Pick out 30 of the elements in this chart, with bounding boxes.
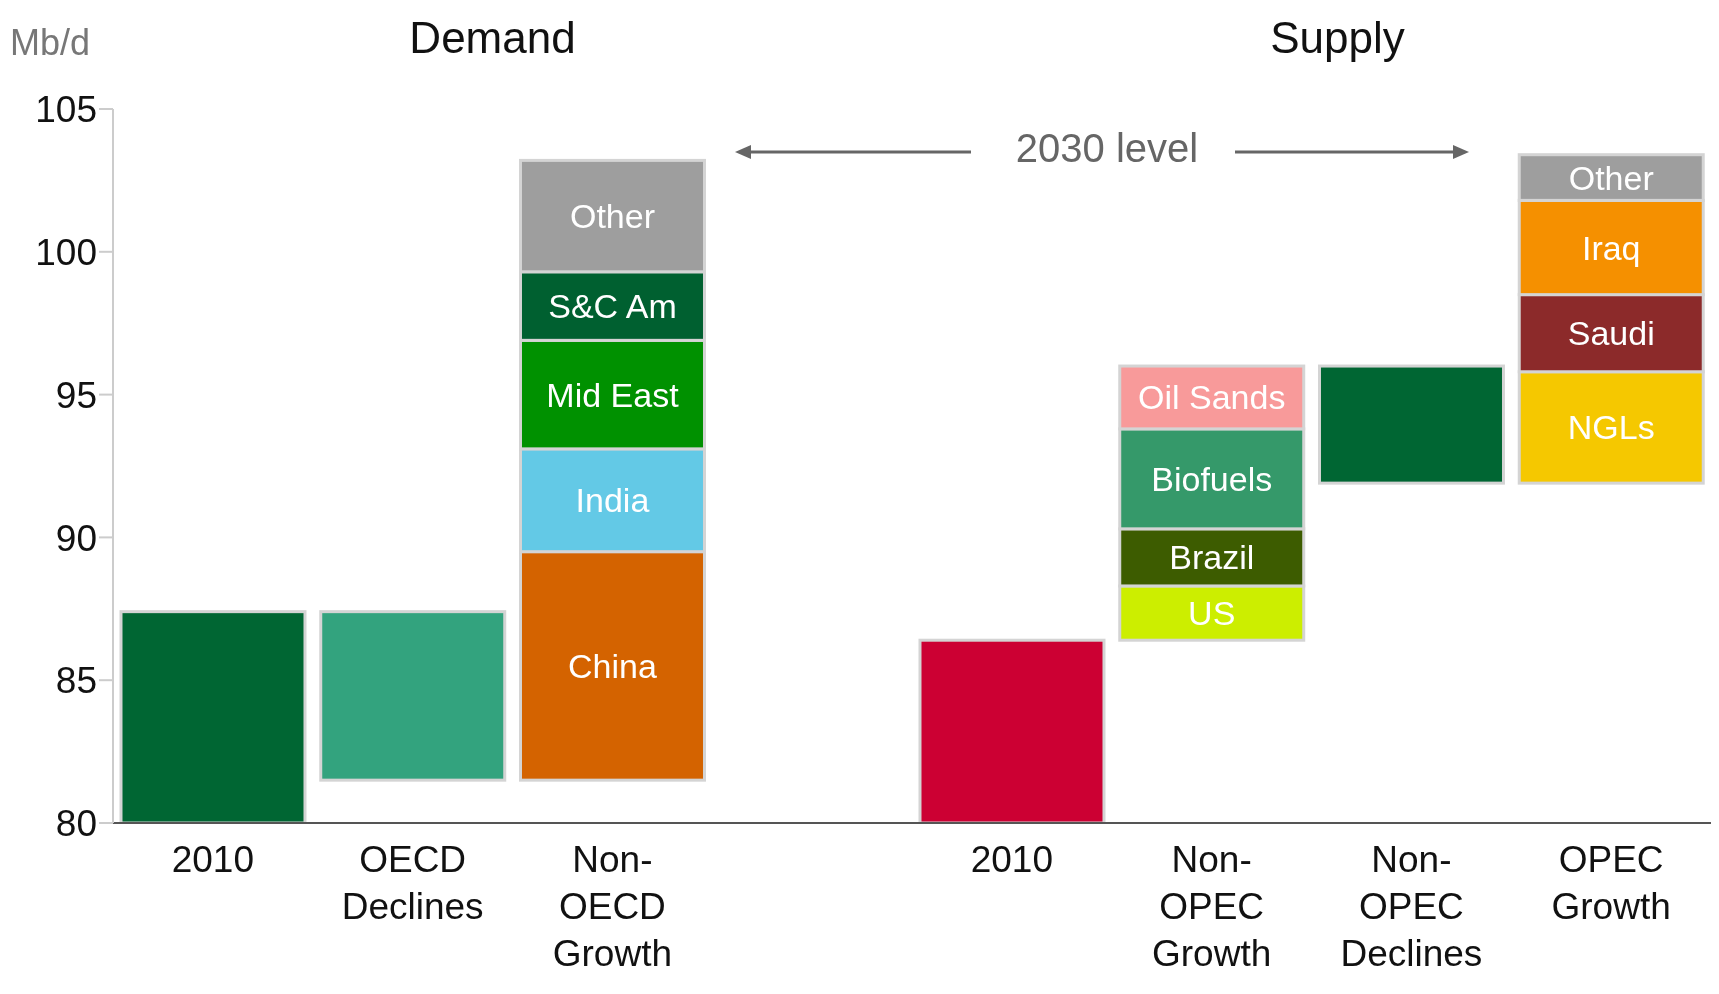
y-tick-label: 95	[55, 374, 97, 416]
x-tick-label: OECD Declines	[341, 839, 484, 928]
y-tick-label: 100	[35, 231, 97, 273]
series-label: NGLs	[1567, 408, 1655, 447]
series-label: Oil Sands	[1138, 378, 1286, 417]
series-label: S&C Am	[548, 287, 677, 326]
series-label: Brazil	[1169, 538, 1255, 577]
series-label: US	[1188, 594, 1236, 633]
text: Supply	[1269, 13, 1406, 63]
y-tick-label: 85	[55, 660, 97, 702]
series-label: China	[568, 646, 657, 685]
y-tick-label: 90	[55, 517, 97, 559]
x-tick-label: 2010	[171, 839, 255, 881]
x-tick-label: Non-OECD Growth	[552, 839, 673, 975]
y-tick-label: 105	[35, 89, 97, 131]
series-label: Other	[569, 197, 656, 236]
x-tick-label: 2010	[970, 839, 1054, 881]
series-label: Other	[1568, 158, 1654, 197]
series-label: Iraq	[1581, 228, 1641, 267]
annotation: 2030 level	[1014, 125, 1200, 171]
x-tick-label: Non-OPEC Declines	[1340, 839, 1483, 975]
y-axis-title: Mb/d	[10, 22, 91, 64]
series-label: India	[575, 481, 650, 520]
x-tick-label: Non-OPEC Growth	[1151, 839, 1272, 975]
series-label: Biofuels	[1151, 459, 1273, 498]
text: Demand	[408, 13, 577, 63]
series-label: Saudi	[1567, 314, 1655, 353]
x-tick-label: OPEC Growth	[1551, 839, 1671, 928]
series-label: Mid East	[546, 375, 680, 414]
y-tick-label: 80	[55, 803, 97, 845]
